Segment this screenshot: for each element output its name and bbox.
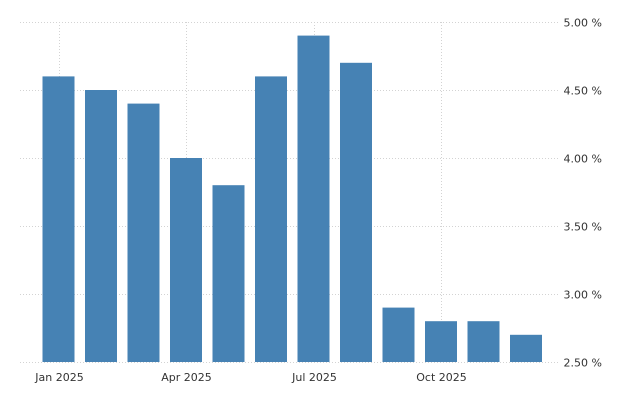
y-tick-label: 2.50 % [564, 357, 602, 370]
y-tick-label: 3.00 % [564, 289, 602, 302]
bar-jan-2025[interactable] [42, 76, 75, 363]
x-tick-label: Jul 2025 [291, 371, 337, 384]
bar-jun-2025[interactable] [255, 76, 287, 363]
y-tick-label: 4.00 % [564, 153, 602, 166]
bar-sep-2025[interactable] [382, 307, 415, 362]
y-tick-label: 3.50 % [564, 221, 602, 234]
bar-aug-2025[interactable] [340, 62, 372, 363]
y-axis: 5.00 % 4.50 % 4.00 % 3.50 % 3.00 % 2.50 % [564, 17, 602, 370]
bar-oct-2025[interactable] [425, 321, 457, 362]
x-tick-label: Apr 2025 [161, 371, 212, 384]
bars-layer [42, 35, 542, 363]
x-axis: Jan 2025 Apr 2025 Jul 2025 Oct 2025 [34, 371, 466, 384]
bar-feb-2025[interactable] [85, 90, 117, 362]
bar-dec-2025[interactable] [510, 334, 542, 362]
bar-nov-2025[interactable] [467, 321, 500, 362]
bar-jul-2025[interactable] [297, 35, 330, 362]
bar-mar-2025[interactable] [127, 103, 160, 362]
x-tick-label: Jan 2025 [34, 371, 83, 384]
y-tick-label: 4.50 % [564, 85, 602, 98]
bar-may-2025[interactable] [212, 185, 245, 362]
bar-apr-2025[interactable] [170, 158, 202, 362]
y-tick-label: 5.00 % [564, 17, 602, 30]
x-tick-label: Oct 2025 [416, 371, 467, 384]
